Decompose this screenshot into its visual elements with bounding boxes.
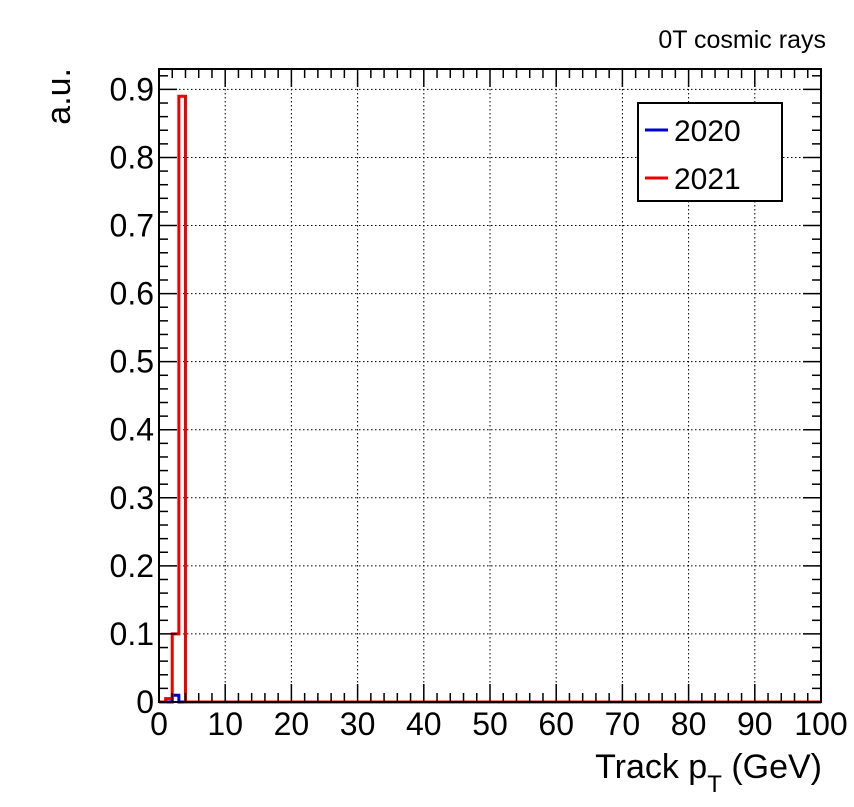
x-axis-label-subscript: T — [707, 771, 722, 798]
x-tick-label: 100 — [794, 706, 847, 742]
y-tick-label: 0 — [136, 684, 154, 720]
y-tick-label: 0.5 — [110, 344, 154, 380]
tick-label-layer: 0 10 20 30 40 50 60 70 80 90 100 0 0.1 0.2 0.3 0.4 0.5 0.… — [110, 71, 848, 742]
x-tick-label: 70 — [605, 706, 641, 742]
x-axis-label-main: Track p — [595, 748, 707, 786]
y-tick-label: 0.9 — [110, 71, 154, 107]
y-tick-label: 0.2 — [110, 548, 154, 584]
x-tick-label: 10 — [207, 706, 243, 742]
legend-label-2020: 2020 — [674, 115, 741, 148]
legend-box — [637, 102, 783, 202]
y-tick-label: 0.4 — [110, 412, 154, 448]
y-tick-label: 0.6 — [110, 276, 154, 312]
x-axis-label: Track pT (GeV) — [595, 748, 822, 798]
x-tick-label: 30 — [340, 706, 376, 742]
x-tick-label: 40 — [406, 706, 442, 742]
x-tick-label: 60 — [538, 706, 574, 742]
legend-label-2021: 2021 — [674, 163, 741, 196]
x-tick-label: 50 — [472, 706, 508, 742]
x-axis-label-unit: (GeV) — [722, 748, 822, 786]
x-tick-label: 20 — [274, 706, 310, 742]
x-tick-label: 0 — [150, 706, 168, 742]
x-tick-label: 80 — [671, 706, 707, 742]
legend: 2020 2021 — [637, 102, 783, 202]
y-tick-label: 0.3 — [110, 480, 154, 516]
annotation-text: 0T cosmic rays — [658, 26, 826, 54]
x-tick-label: 90 — [737, 706, 773, 742]
legend-items: 2020 2021 — [645, 115, 741, 196]
y-tick-label: 0.8 — [110, 139, 154, 175]
tick-layer — [158, 69, 822, 703]
y-tick-label: 0.7 — [110, 208, 154, 244]
y-axis-label: a.u. — [40, 68, 78, 125]
y-tick-label: 0.1 — [110, 616, 154, 652]
